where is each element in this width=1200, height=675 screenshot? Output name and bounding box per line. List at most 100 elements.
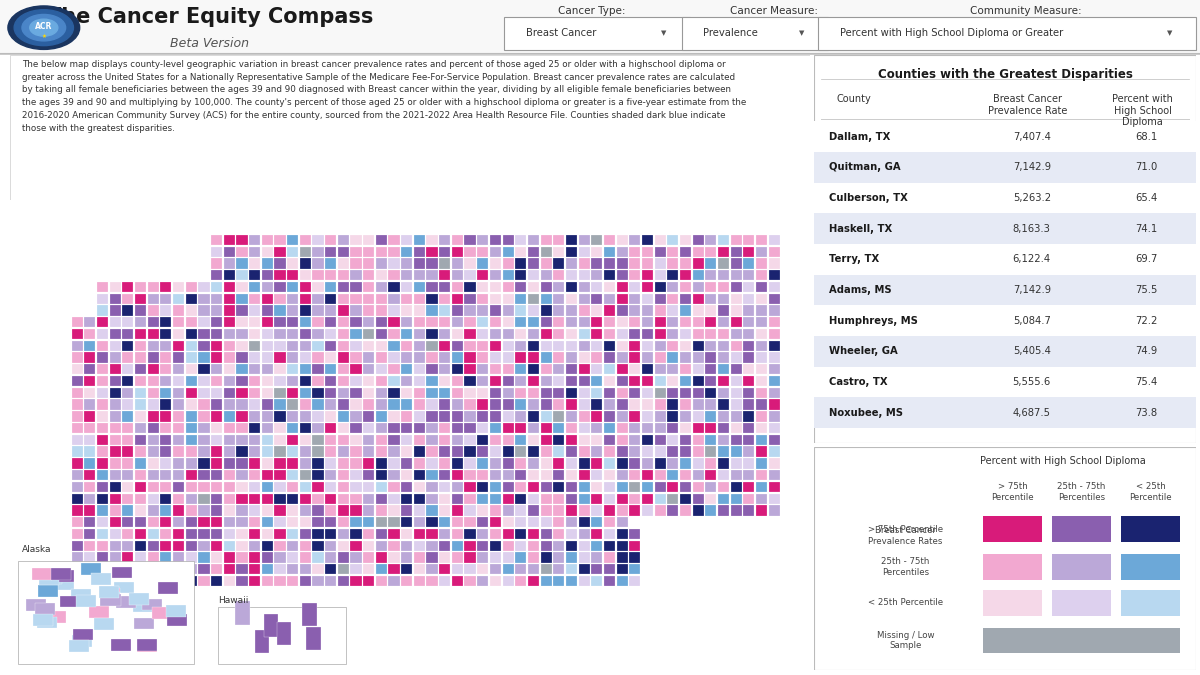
Bar (198, 435, 210, 445)
Bar (617, 506, 628, 516)
Bar (503, 341, 514, 351)
Bar (376, 400, 386, 410)
Bar (478, 506, 488, 516)
Bar (364, 493, 374, 504)
Bar (223, 329, 235, 340)
Bar (426, 458, 438, 468)
Bar (553, 352, 564, 362)
Bar (389, 376, 400, 386)
Bar (731, 435, 742, 445)
Bar (312, 294, 324, 304)
Bar (173, 517, 184, 527)
Bar (337, 458, 349, 468)
Text: Breast Cancer
Prevalence Rate: Breast Cancer Prevalence Rate (989, 95, 1068, 116)
Bar (464, 423, 475, 433)
Bar (769, 305, 780, 316)
Bar (566, 376, 577, 386)
Bar (464, 493, 475, 504)
Bar (211, 541, 222, 551)
Bar (617, 317, 628, 327)
Bar (134, 470, 146, 481)
Bar (731, 270, 742, 280)
Bar (553, 387, 564, 398)
Bar (718, 506, 730, 516)
Bar (769, 317, 780, 327)
Bar (300, 305, 311, 316)
Bar (350, 564, 361, 574)
Text: Castro, TX: Castro, TX (829, 377, 888, 387)
Bar (464, 294, 475, 304)
Bar (161, 423, 172, 433)
Bar (364, 329, 374, 340)
Bar (452, 270, 463, 280)
Bar (250, 246, 260, 257)
Bar (769, 329, 780, 340)
Bar (236, 364, 247, 375)
Bar (109, 341, 121, 351)
Bar (109, 411, 121, 421)
Bar (161, 493, 172, 504)
Bar (262, 517, 272, 527)
Bar (566, 517, 577, 527)
Bar (814, 213, 1196, 244)
Bar (756, 435, 767, 445)
Bar (134, 329, 146, 340)
Bar (604, 387, 616, 398)
Bar (642, 423, 653, 433)
Bar (376, 564, 386, 574)
Bar (72, 506, 83, 516)
Bar (528, 517, 539, 527)
Bar (161, 364, 172, 375)
Bar (122, 341, 133, 351)
Bar (186, 305, 197, 316)
Bar (337, 400, 349, 410)
Bar (223, 281, 235, 292)
Bar (186, 506, 197, 516)
Bar (680, 259, 691, 269)
Text: 25th - 75th
Percentiles: 25th - 75th Percentiles (881, 558, 930, 577)
Bar (364, 458, 374, 468)
Bar (401, 482, 413, 492)
Bar (198, 482, 210, 492)
Bar (490, 400, 500, 410)
Bar (629, 458, 641, 468)
Bar (528, 541, 539, 551)
Bar (629, 387, 641, 398)
Bar (439, 317, 450, 327)
Bar (617, 470, 628, 481)
Bar (401, 281, 413, 292)
Bar (667, 246, 678, 257)
Bar (72, 517, 83, 527)
Bar (364, 317, 374, 327)
Bar (528, 423, 539, 433)
Bar (376, 541, 386, 551)
Bar (186, 446, 197, 457)
Bar (629, 411, 641, 421)
Bar (667, 364, 678, 375)
Bar (426, 564, 438, 574)
Bar (325, 294, 336, 304)
Bar (667, 281, 678, 292)
Text: ★: ★ (41, 34, 47, 38)
Bar (515, 470, 527, 481)
Bar (325, 317, 336, 327)
Bar (401, 317, 413, 327)
Bar (743, 435, 755, 445)
Bar (401, 270, 413, 280)
Bar (114, 582, 134, 593)
Bar (350, 387, 361, 398)
Bar (97, 364, 108, 375)
Bar (158, 583, 178, 594)
Bar (325, 281, 336, 292)
Bar (211, 294, 222, 304)
Bar (743, 387, 755, 398)
Bar (528, 270, 539, 280)
Bar (198, 305, 210, 316)
Bar (578, 376, 589, 386)
Bar (528, 317, 539, 327)
Text: < 25th Percentile: < 25th Percentile (868, 598, 943, 608)
Bar (211, 259, 222, 269)
Bar (528, 246, 539, 257)
Bar (250, 576, 260, 586)
Bar (54, 570, 74, 582)
